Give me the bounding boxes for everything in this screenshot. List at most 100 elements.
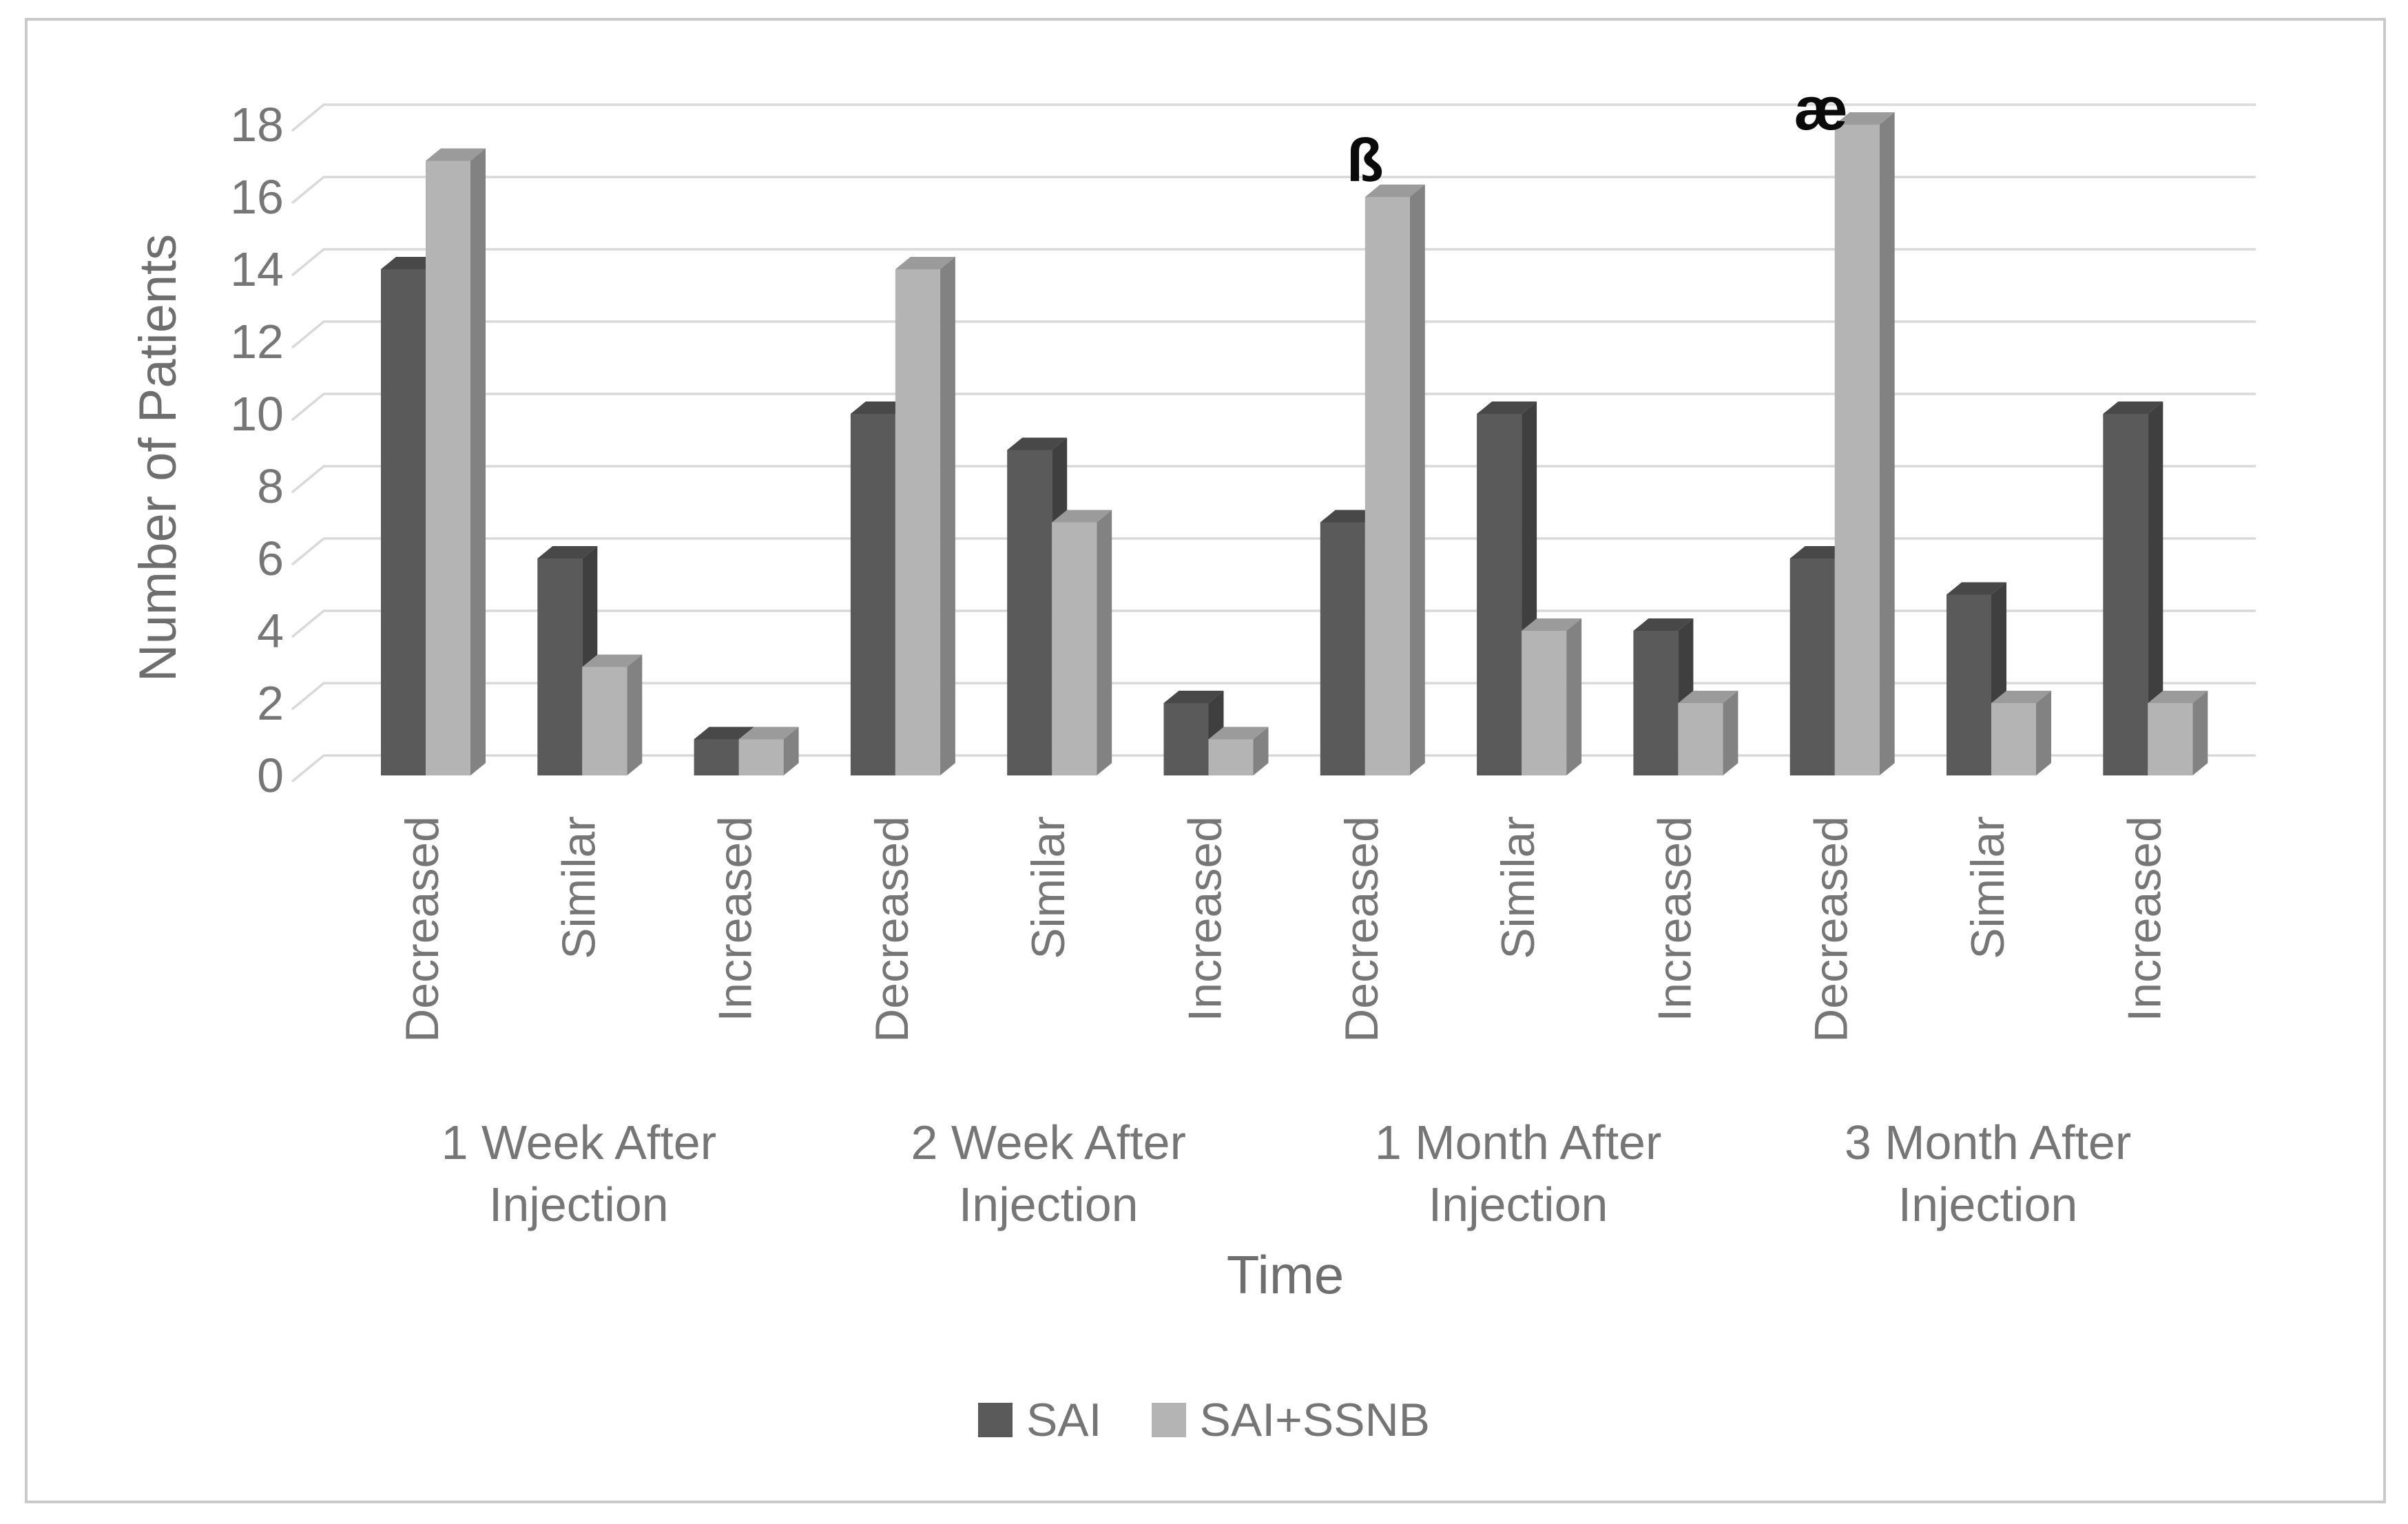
y-tick-label: 10	[230, 387, 284, 441]
category-label: Similar	[1022, 816, 1075, 959]
legend-item-sai: SAI	[977, 1394, 1102, 1446]
category-label: Decreased	[1336, 816, 1388, 1043]
bar-side-face	[2036, 691, 2051, 775]
bar-front-face	[1320, 522, 1365, 775]
significance-annotation: ß	[1347, 126, 1384, 194]
bar-top-face	[582, 654, 643, 667]
category-label: Decreased	[396, 816, 448, 1043]
bar-front-face	[850, 414, 895, 775]
bar-top-face	[1052, 510, 1112, 523]
category-label: Increased	[2118, 816, 2170, 1022]
bar-side-face	[470, 148, 486, 775]
category-label: Increased	[709, 816, 762, 1022]
bar-front-face	[1947, 594, 1991, 775]
y-axis-tick-labels: 0 2 4 6 8 10 12 14 16 18	[230, 98, 284, 802]
bar-top-face	[2103, 401, 2163, 414]
bar-front-face	[1364, 197, 1410, 775]
annotations: ßæ	[1347, 74, 1848, 194]
legend-label-sai-ssnb: SAI+SSNB	[1199, 1394, 1431, 1446]
bar-top-face	[1678, 691, 1738, 703]
category-label: Similar	[1962, 816, 2014, 959]
bar-front-face	[426, 160, 470, 775]
bar-front-face	[1789, 559, 1835, 775]
bar-sai-ssnb-decreased-9	[1834, 112, 1895, 775]
sai-ssnb-swatch-icon	[1151, 1403, 1186, 1437]
bar-top-face	[1163, 691, 1224, 703]
bar-side-face	[1409, 185, 1425, 775]
bar-top-face	[426, 148, 486, 161]
bar-sai-ssnb-decreased-3	[895, 257, 955, 775]
gridline	[291, 609, 2256, 638]
legend-item-sai-ssnb: SAI+SSNB	[1151, 1394, 1431, 1446]
gridline	[291, 537, 2256, 566]
bar-top-face	[1477, 401, 1537, 414]
bar-top-face	[1991, 691, 2051, 703]
group-label-line2: Injection	[1898, 1178, 2078, 1231]
bar-side-face	[783, 727, 799, 775]
bar-front-face	[2148, 703, 2193, 775]
group-label-line1: 3 Month After	[1845, 1116, 2131, 1169]
y-tick-label: 8	[257, 459, 284, 513]
gridline	[291, 176, 2256, 205]
bar-top-face	[1633, 618, 1694, 631]
category-label: Similar	[1492, 816, 1544, 959]
gridline	[291, 465, 2256, 494]
bar-front-face	[1633, 631, 1679, 775]
gridline	[291, 393, 2256, 421]
bar-top-face	[738, 727, 799, 740]
category-label: Decreased	[1805, 816, 1858, 1043]
bar-sai-ssnb-similar-7	[1522, 618, 1582, 775]
bar-sai-ssnb-decreased-0	[426, 148, 486, 775]
y-tick-label: 2	[257, 676, 284, 730]
category-axis-labels: Decreased Similar Increased Decreased Simila…	[396, 816, 2170, 1043]
bar-front-face	[1208, 739, 1254, 775]
bar-sai-ssnb-similar-4	[1052, 510, 1112, 775]
bar-top-face	[1947, 582, 2006, 595]
significance-annotation: æ	[1794, 74, 1848, 143]
group-label-line1: 1 Month After	[1375, 1116, 1661, 1169]
gridline	[291, 682, 2256, 711]
bar-front-face	[2103, 414, 2148, 775]
x-axis-title: Time	[1227, 1244, 1344, 1305]
bar-side-face	[2148, 401, 2163, 775]
group-label-line2: Injection	[1429, 1178, 1608, 1231]
y-tick-label: 14	[230, 242, 284, 296]
y-axis-title: Number of Patients	[129, 234, 187, 682]
bar-front-face	[1522, 631, 1567, 775]
bar-sai-ssnb-similar-1	[582, 654, 643, 775]
y-tick-label: 16	[230, 170, 284, 224]
bar-front-face	[1678, 703, 1723, 775]
bar-top-face	[1007, 437, 1068, 450]
bar-side-face	[1253, 727, 1269, 775]
gridline	[291, 754, 2256, 783]
bar-top-face	[537, 546, 598, 559]
bar-front-face	[1991, 703, 2036, 775]
bar-front-face	[895, 269, 940, 775]
bar-front-face	[1834, 125, 1880, 775]
bar-front-face	[738, 739, 784, 775]
bar-top-face	[1522, 618, 1582, 631]
bar-side-face	[1566, 618, 1582, 775]
bar-side-face	[1723, 691, 1738, 775]
bar-top-face	[694, 727, 754, 740]
gridline	[291, 320, 2256, 349]
y-tick-label: 4	[257, 604, 284, 658]
group-axis-labels: 1 Week After Injection 2 Week After Injecti…	[442, 1116, 2132, 1231]
group-label-line1: 2 Week After	[911, 1116, 1185, 1169]
bar-front-face	[582, 667, 627, 775]
sai-swatch-icon	[977, 1403, 1013, 1437]
bar-front-face	[381, 269, 426, 775]
bar-side-face	[2192, 691, 2208, 775]
bar-front-face	[694, 739, 739, 775]
bar-side-face	[627, 654, 643, 775]
bar-front-face	[1052, 522, 1097, 775]
group-label-line2: Injection	[959, 1178, 1139, 1231]
bar-sai-increased-11	[2103, 401, 2163, 775]
group-label-line2: Injection	[489, 1178, 669, 1231]
bar-top-face	[1208, 727, 1269, 740]
bars	[381, 112, 2208, 775]
bar-top-face	[1834, 112, 1895, 125]
legend: SAI SAI+SSNB	[0, 1397, 2408, 1443]
legend-label-sai: SAI	[1026, 1394, 1102, 1446]
